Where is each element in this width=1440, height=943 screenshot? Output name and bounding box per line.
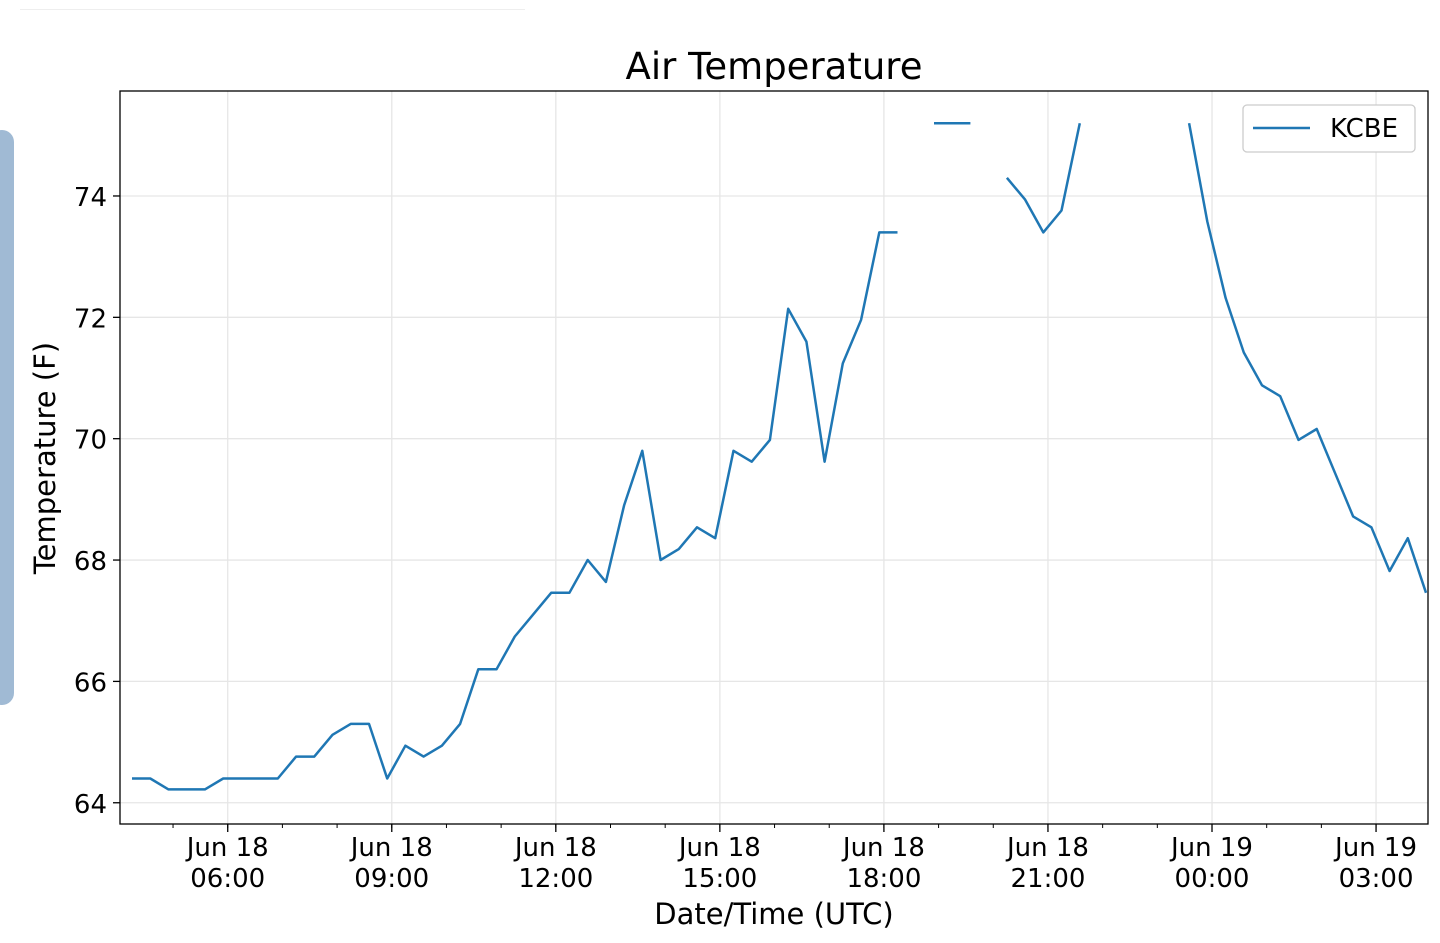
x-tick-label-time: 00:00 [1175,864,1250,894]
x-tick-label-time: 09:00 [354,864,429,894]
series-line-segment [132,231,898,791]
x-tick-label-date: Jun 19 [1333,833,1417,863]
side-panel-handle[interactable] [0,130,14,705]
x-tick-label-time: 21:00 [1010,864,1085,894]
x-tick-label-time: 06:00 [190,864,265,894]
y-tick-label: 64 [74,790,107,820]
y-axis: 64 66 68 70 72 74 [74,183,120,820]
y-axis-label: Temperature (F) [28,342,62,575]
legend-box [1242,104,1416,153]
series-line-segment [1005,122,1082,234]
x-tick-label-time: 12:00 [518,864,593,894]
x-axis-label: Date/Time (UTC) [654,897,893,931]
plot-frame [119,90,1429,825]
y-tick-label: 66 [74,668,107,698]
legend-label: KCBE [1330,114,1398,144]
grid [120,91,1428,824]
x-tick-label-date: Jun 18 [185,833,269,863]
x-tick-label-time: 18:00 [846,864,921,894]
x-tick-label-time: 15:00 [682,864,757,894]
series-line-segment [1187,122,1428,594]
y-tick-label: 72 [74,304,107,334]
top-divider [20,9,525,10]
x-tick-label-date: Jun 18 [841,833,925,863]
y-tick-label: 74 [74,183,107,213]
series-lines [132,121,1428,791]
x-tick-label-date: Jun 18 [349,833,433,863]
legend: KCBE [1242,104,1416,153]
y-tick-label: 68 [74,547,107,577]
x-tick-label-date: Jun 18 [677,833,761,863]
x-tick-label-date: Jun 18 [1005,833,1089,863]
x-tick-label-date: Jun 18 [513,833,597,863]
chart-title: Air Temperature [626,45,923,88]
x-tick-label-date: Jun 19 [1169,833,1253,863]
y-tick-label: 70 [74,426,107,456]
x-tick-label-time: 03:00 [1339,864,1414,894]
